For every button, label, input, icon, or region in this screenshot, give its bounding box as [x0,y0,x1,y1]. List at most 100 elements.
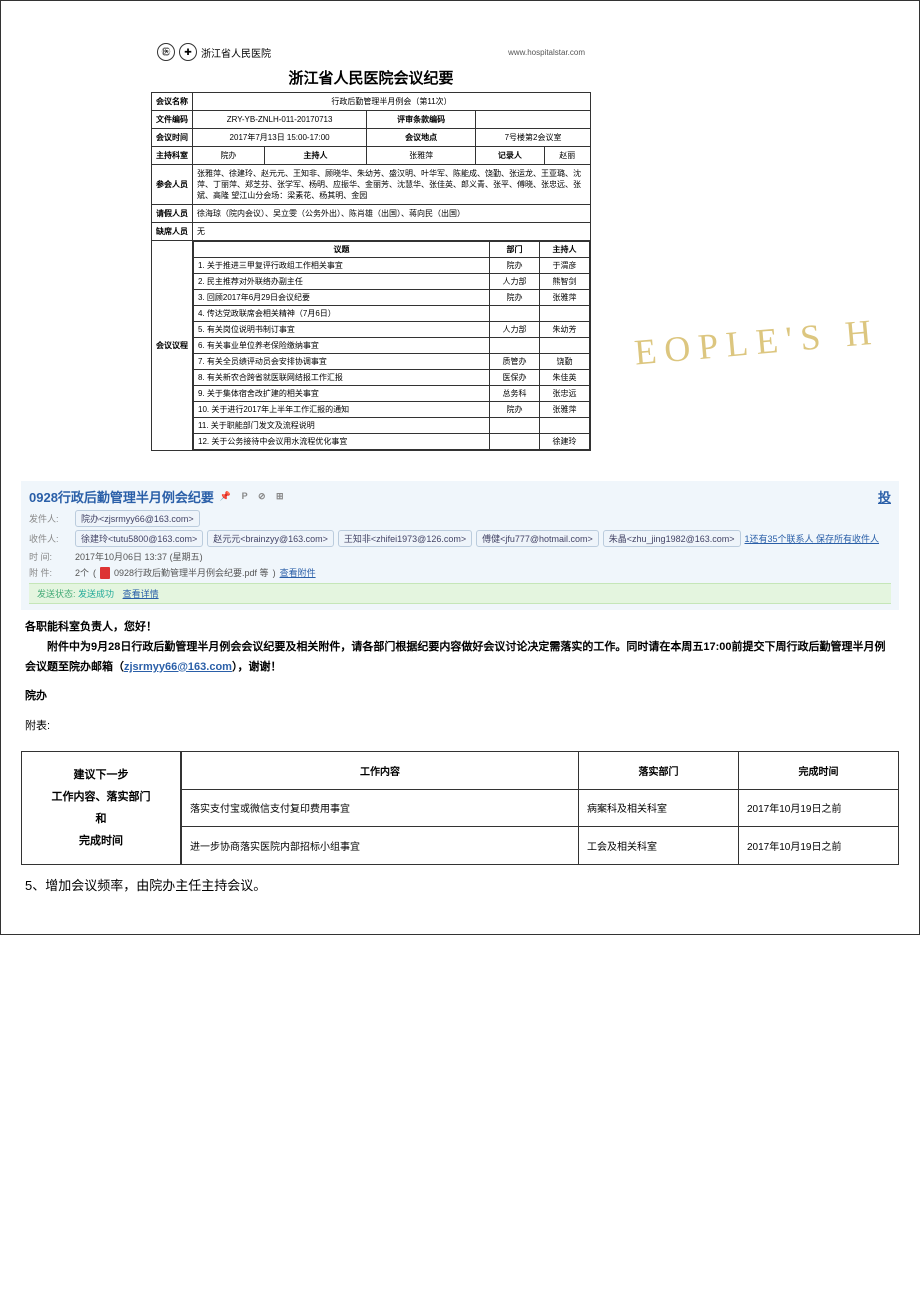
hospital-name: 浙江省人民医院 [201,45,271,60]
agenda-row: 11. 关于职能部门发文及流程说明 [194,418,590,434]
agenda-topic: 2. 民主推荐对外联络办副主任 [194,274,490,290]
lbl-leave: 请假人员 [152,205,193,223]
val-absent: 无 [193,223,591,241]
footer-line: 5、增加会议频率，由院办主任主持会议。 [21,865,899,904]
recipient-chip[interactable]: 赵元元<brainzyy@163.com> [207,530,334,547]
agenda-row: 3. 回顾2017年6月29日会议纪要 院办 张雅萍 [194,290,590,306]
fu-c3: 2017年10月19日之前 [739,827,899,865]
agenda-dept: 总务科 [490,386,540,402]
para1b: ），谢谢！ [232,661,282,673]
agenda-h-chair: 主持人 [540,242,590,258]
lbl-absent: 缺席人员 [152,223,193,241]
followup-row: 进一步协商落实医院内部招标小组事宜 工会及相关科室 2017年10月19日之前 [182,827,899,865]
email-to-row: 收件人: 徐建玲<tutu5800@163.com>赵元元<brainzyy@1… [29,530,891,547]
agenda-row: 8. 有关新农合跨省就医联网结报工作汇报 医保办 朱佳英 [194,370,590,386]
att-count: 2个 [75,566,89,579]
hospital-url: www.hospitalstar.com [508,48,585,57]
lbl-review-code: 评审条款编码 [367,111,476,129]
agenda-topic: 8. 有关新农合跨省就医联网结报工作汇报 [194,370,490,386]
agenda-row: 6. 有关事业单位养老保险缴纳事宜 [194,338,590,354]
doc-header: ㊩ ✚ 浙江省人民医院 www.hospitalstar.com [151,41,591,63]
agenda-dept: 人力部 [490,274,540,290]
fl1: 建议下一步 [28,764,174,786]
logo-icon-2: ✚ [179,43,197,61]
status-detail-link[interactable]: 查看详情 [123,589,159,599]
fl4: 完成时间 [28,830,174,852]
val-meeting-name: 行政后勤管理半月例会（第11次） [193,93,591,111]
agenda-dept: 质管办 [490,354,540,370]
followup-header-row: 工作内容 落实部门 完成时间 [182,751,899,789]
agenda-chair: 张雅萍 [540,402,590,418]
email-panel: 0928行政后勤管理半月例会纪要 📌 P ⊘ ⊞ 投 发件人: 院办<zjsrm… [21,481,899,610]
view-attachment-link[interactable]: 查看附件 [280,566,316,579]
agenda-chair [540,338,590,354]
status-bar: 发送状态: 发送成功 查看详情 [29,583,891,604]
recipient-chip[interactable]: 傅健<jfu777@hotmail.com> [476,530,599,547]
val-time: 2017年10月06日 13:37 (星期五) [75,550,203,563]
agenda-chair [540,418,590,434]
agenda-topic: 1. 关于推进三甲复评行政组工作相关事宜 [194,258,490,274]
email-time-row: 时 间: 2017年10月06日 13:37 (星期五) [29,550,891,563]
agenda-dept: 人力部 [490,322,540,338]
recipient-chip[interactable]: 朱晶<zhu_jing1982@163.com> [603,530,741,547]
agenda-row: 1. 关于推进三甲复评行政组工作相关事宜 院办 于渭彦 [194,258,590,274]
watermark: EOPLE'S H [632,310,880,373]
fl2: 工作内容、落实部门 [28,786,174,808]
lbl-meeting-name: 会议名称 [152,93,193,111]
more-recipients-link[interactable]: 1还有35个联系人 保存所有收件人 [745,532,880,545]
agenda-dept: 医保办 [490,370,540,386]
agenda-chair: 于渭彦 [540,258,590,274]
agenda-chair [540,306,590,322]
email-toolbar-icons[interactable]: 📌 P ⊘ ⊞ [220,491,288,502]
val-time: 2017年7月13日 15:00-17:00 [193,129,367,147]
fu-c1: 落实支付宝或微信支付复印费用事宜 [182,789,579,827]
agenda-topic: 5. 有关岗位说明书制订事宜 [194,322,490,338]
agenda-row: 9. 关于集体宿舍改扩建的相关事宜 总务科 张忠远 [194,386,590,402]
agenda-dept [490,306,540,322]
lbl-host-dept: 主持科室 [152,147,193,165]
email-from-row: 发件人: 院办<zjsrmyy66@163.com> [29,510,891,527]
recipient-chip[interactable]: 王知非<zhifei1973@126.com> [338,530,472,547]
agenda-topic: 11. 关于职能部门发文及流程说明 [194,418,490,434]
agenda-cell: 议题 部门 主持人 1. 关于推进三甲复评行政组工作相关事宜 院办 于渭彦2. … [193,241,591,451]
from-chip[interactable]: 院办<zjsrmyy66@163.com> [75,510,200,527]
val-leave: 徐海琼（院内会议）、吴立雯（公务外出）、陈肖雄（出国）、蒋向民（出国） [193,205,591,223]
followup-table: 工作内容 落实部门 完成时间 落实支付宝或微信支付复印费用事宜 病案科及相关科室… [181,751,899,865]
agenda-dept: 院办 [490,258,540,274]
lbl-to: 收件人: [29,532,71,545]
followup-row: 落实支付宝或微信支付复印费用事宜 病案科及相关科室 2017年10月19日之前 [182,789,899,827]
val-file-code: ZRY-YB-ZNLH-011-20170713 [193,111,367,129]
val-place: 7号楼第2会议室 [476,129,591,147]
fl3: 和 [28,808,174,830]
agenda-h-topic: 议题 [194,242,490,258]
email-right-link[interactable]: 投 [878,487,891,506]
agenda-dept [490,434,540,450]
agenda-chair: 徐建玲 [540,434,590,450]
fu-c2: 工会及相关科室 [579,827,739,865]
email-body: 各职能科室负责人，您好！ 附件中为9月28日行政后勤管理半月例会会议纪要及相关附… [21,610,899,745]
followup-left: 建议下一步 工作内容、落实部门 和 完成时间 [21,751,181,865]
meta-table: 会议名称 行政后勤管理半月例会（第11次） 文件编码 ZRY-YB-ZNLH-0… [151,92,591,451]
status-lbl: 发送状态: [37,589,76,599]
agenda-chair: 朱佳英 [540,370,590,386]
agenda-row: 12. 关于公务接待中会议用水流程优化事宜 徐建玲 [194,434,590,450]
logo-icon: ㊩ [157,43,175,61]
lbl-from: 发件人: [29,512,71,525]
lbl-host-person: 主持人 [264,147,366,165]
lbl-recorder: 记录人 [476,147,545,165]
agenda-dept: 院办 [490,290,540,306]
agenda-chair: 张雅萍 [540,290,590,306]
body-para: 附件中为9月28日行政后勤管理半月例会会议纪要及相关附件，请各部门根据纪要内容做… [25,638,895,678]
body-email-link[interactable]: zjsrmyy66@163.com [124,661,232,673]
agenda-topic: 12. 关于公务接待中会议用水流程优化事宜 [194,434,490,450]
greeting: 各职能科室负责人，您好！ [25,618,895,638]
agenda-h-dept: 部门 [490,242,540,258]
logo-area: ㊩ ✚ 浙江省人民医院 [157,43,271,61]
agenda-topic: 6. 有关事业单位养老保险缴纳事宜 [194,338,490,354]
recipient-chip[interactable]: 徐建玲<tutu5800@163.com> [75,530,203,547]
lbl-place: 会议地点 [367,129,476,147]
agenda-topic: 3. 回顾2017年6月29日会议纪要 [194,290,490,306]
lbl-att: 附 件: [29,566,71,579]
agenda-table: 议题 部门 主持人 1. 关于推进三甲复评行政组工作相关事宜 院办 于渭彦2. … [193,241,590,450]
agenda-chair: 张忠远 [540,386,590,402]
